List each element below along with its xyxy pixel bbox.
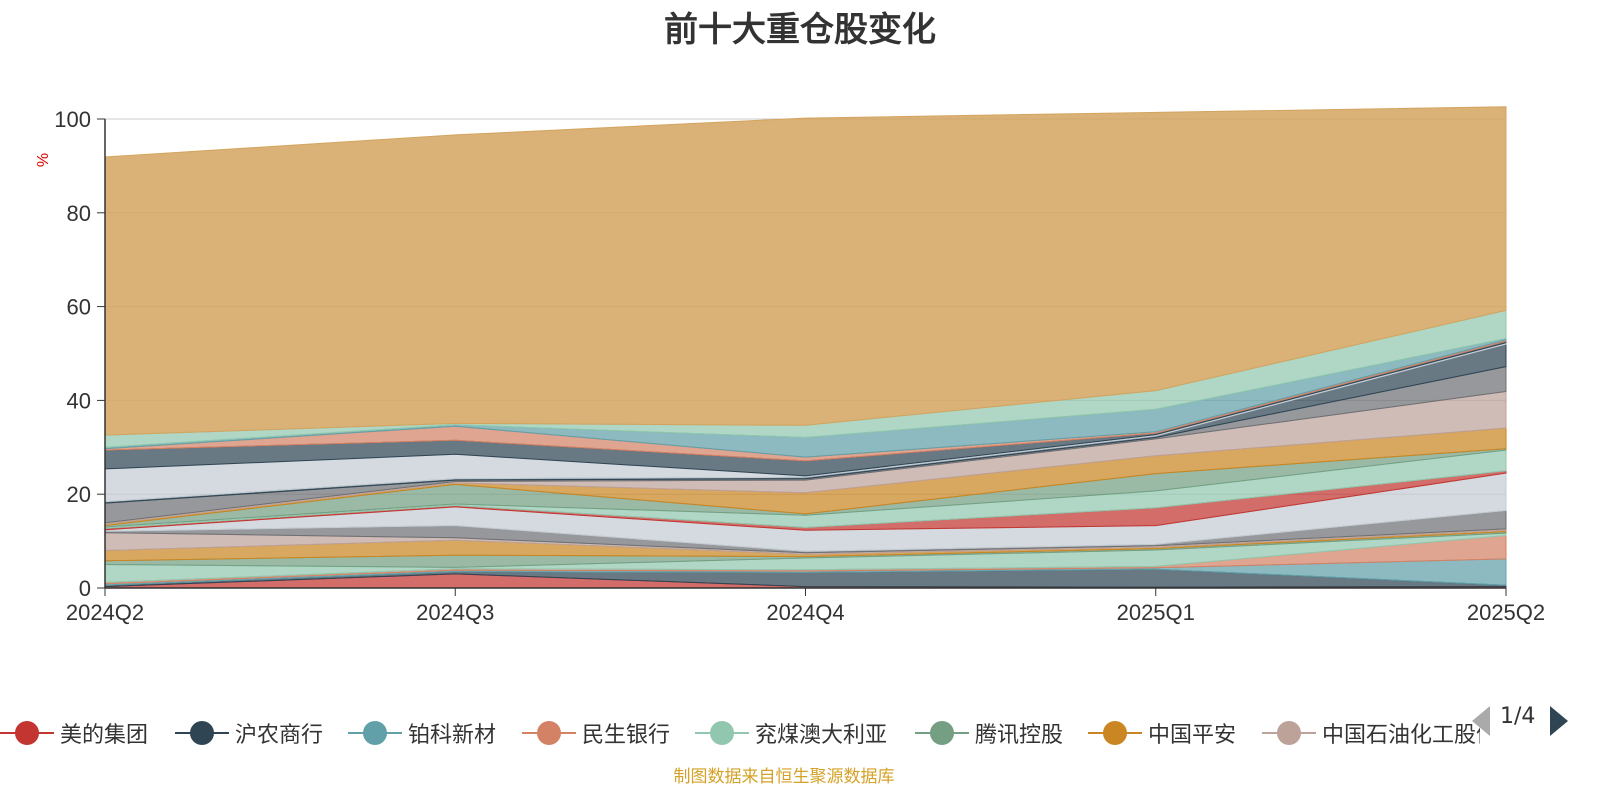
legend-label: 中国平安 — [1148, 723, 1237, 748]
chart-title: 前十大重仓股变化 — [664, 10, 936, 50]
legend-item[interactable]: 中国石油化工股份 — [1262, 713, 1480, 753]
legend-label: 中国石油化工股份 — [1322, 723, 1480, 748]
legend-item[interactable]: 兖煤澳大利亚 — [695, 713, 887, 753]
x-tick-label: 2024Q4 — [766, 600, 844, 625]
legend[interactable]: 美的集团 沪农商行 铂科新材 民生银行 兖煤澳大利亚 腾讯控股 中国平安 中国石油化工股份 — [0, 713, 1480, 757]
legend-marker-icon — [348, 713, 402, 753]
stacked-area-chart: 0 20 40 60 80 100 2024Q2 2024Q3 2024Q4 2025Q1 2025… — [35, 106, 1545, 625]
legend-label: 兖煤澳大利亚 — [755, 723, 888, 748]
y-tick-label: 40 — [67, 388, 91, 413]
legend-marker-icon — [522, 713, 576, 753]
y-tick-label: 60 — [67, 295, 91, 320]
y-tick-label: 0 — [79, 576, 91, 601]
legend-item[interactable]: 中国平安 — [1088, 713, 1236, 753]
legend-item[interactable]: 铂科新材 — [348, 713, 496, 753]
legend-marker-icon — [1262, 713, 1316, 753]
legend-item[interactable]: 沪农商行 — [175, 713, 323, 753]
legend-item[interactable]: 腾讯控股 — [915, 713, 1063, 753]
area-series[interactable] — [104, 106, 1507, 589]
legend-label: 铂科新材 — [408, 723, 497, 748]
y-tick-label: 20 — [67, 482, 91, 507]
legend-label: 沪农商行 — [235, 723, 324, 748]
legend-label: 美的集团 — [60, 723, 149, 748]
legend-item[interactable]: 美的集团 — [0, 713, 148, 753]
legend-label: 民生银行 — [582, 723, 671, 748]
x-tick-label: 2025Q1 — [1117, 600, 1195, 625]
y-tick-label: 100 — [54, 107, 91, 132]
area-series-23[interactable] — [104, 106, 1507, 436]
x-tick-label: 2024Q2 — [66, 600, 144, 625]
legend-marker-icon — [0, 713, 54, 753]
legend-pager: 1/4 — [1470, 702, 1600, 742]
x-tick-label: 2025Q2 — [1467, 600, 1545, 625]
legend-marker-icon — [695, 713, 749, 753]
legend-label: 腾讯控股 — [975, 723, 1064, 748]
axes: 0 20 40 60 80 100 2024Q2 2024Q3 2024Q4 2025Q1 2025… — [54, 107, 1545, 625]
x-tick-label: 2024Q3 — [416, 600, 494, 625]
source-note: 制图数据来自恒生聚源数据库 — [673, 767, 895, 787]
legend-marker-icon — [915, 713, 969, 753]
y-tick-label: 80 — [67, 201, 91, 226]
legend-marker-icon — [1088, 713, 1142, 753]
legend-marker-icon — [175, 713, 229, 753]
legend-next-page-icon[interactable] — [1550, 706, 1568, 736]
y-axis-label: % — [35, 153, 52, 167]
legend-item[interactable]: 民生银行 — [522, 713, 670, 753]
legend-prev-page-icon[interactable] — [1472, 706, 1490, 736]
legend-page-indicator: 1/4 — [1500, 704, 1536, 729]
